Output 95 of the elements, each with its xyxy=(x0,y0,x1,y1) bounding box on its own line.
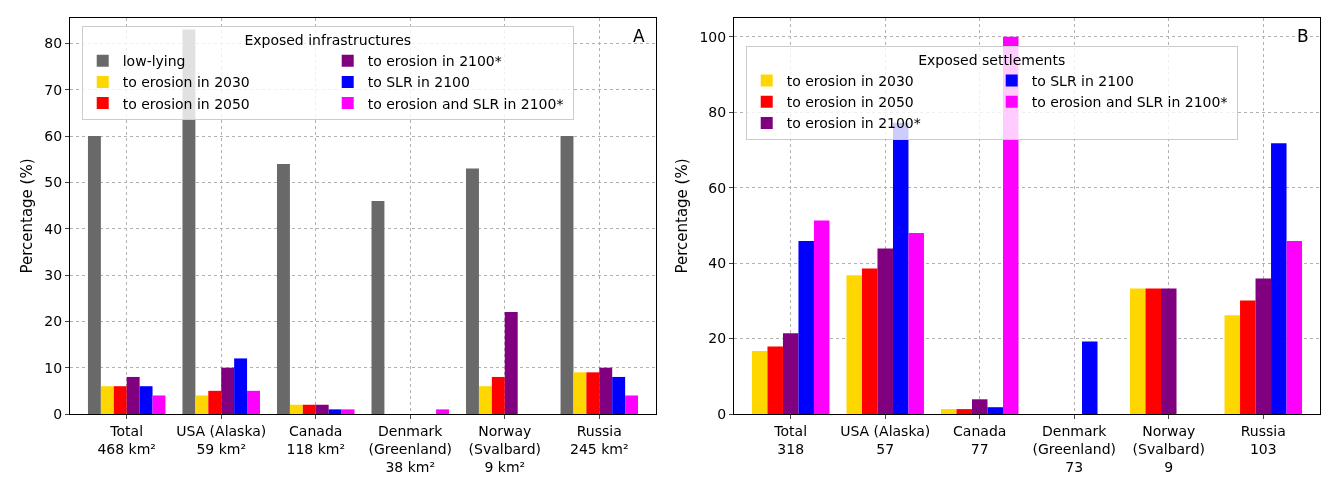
bar xyxy=(289,404,303,414)
y-tick-label: 20 xyxy=(708,330,727,347)
bar xyxy=(1224,315,1241,414)
legend-label: low-lying xyxy=(122,53,186,70)
bar xyxy=(195,395,209,414)
x-tick-label: USA (Alaska) 59 km² xyxy=(176,422,267,457)
bar xyxy=(940,409,957,414)
bar xyxy=(1271,143,1287,414)
x-tick-label: Canada 77 xyxy=(953,422,1007,457)
bar xyxy=(798,240,814,414)
y-axis-title: Percentage (%) xyxy=(17,158,36,274)
bar xyxy=(612,376,626,414)
y-tick-label: 30 xyxy=(44,266,63,283)
y-tick-label: 20 xyxy=(44,313,63,330)
x-tick-label: USA (Alaska) 57 xyxy=(840,422,931,457)
bar xyxy=(100,386,114,414)
bar xyxy=(302,404,316,414)
bar xyxy=(1130,288,1146,414)
y-tick-label: 0 xyxy=(53,405,63,422)
bar xyxy=(328,409,342,414)
bar xyxy=(152,395,166,414)
legend-label: to SLR in 2100 xyxy=(1031,72,1134,89)
bar xyxy=(625,395,639,414)
legend-title: Exposed infrastructures xyxy=(244,32,412,49)
bar xyxy=(247,390,260,414)
legend-label: to erosion and SLR in 2100* xyxy=(1031,94,1228,111)
bar xyxy=(234,358,248,414)
y-tick-label: 60 xyxy=(708,179,727,196)
bar xyxy=(87,136,101,414)
legend-label: to erosion in 2100* xyxy=(367,53,502,70)
y-tick-label: 40 xyxy=(708,255,727,272)
bar xyxy=(276,163,290,414)
x-tick-label: Canada 118 km² xyxy=(286,422,346,457)
y-tick-label: 70 xyxy=(44,81,63,98)
annotation: B xyxy=(1297,26,1309,46)
bar xyxy=(126,376,140,414)
y-tick-label: 60 xyxy=(44,128,63,145)
bar xyxy=(504,312,518,414)
bar xyxy=(846,275,862,414)
bar xyxy=(113,386,127,414)
legend-label: to erosion in 2030 xyxy=(786,72,914,89)
legend-label: to erosion in 2100* xyxy=(786,115,921,132)
annotation: A xyxy=(633,26,645,46)
bar xyxy=(1145,288,1162,414)
bar xyxy=(1286,240,1303,414)
y-tick-label: 50 xyxy=(44,174,63,191)
bar xyxy=(315,404,329,414)
bar xyxy=(573,372,587,414)
y-tick-label: 100 xyxy=(699,28,727,45)
bar xyxy=(1255,278,1272,414)
x-tick-label: Norway (Svalbard) 9 xyxy=(1132,422,1205,476)
bar xyxy=(956,409,972,414)
bar xyxy=(782,333,799,414)
y-tick-label: 80 xyxy=(708,104,727,121)
bar xyxy=(466,168,479,414)
x-tick-label: Russia 103 xyxy=(1240,422,1286,457)
bar xyxy=(221,367,235,414)
bar xyxy=(861,268,878,414)
bar xyxy=(436,409,450,414)
y-tick-label: 40 xyxy=(44,220,63,237)
bar xyxy=(586,372,600,414)
bar xyxy=(1161,288,1177,414)
legend-label: to erosion and SLR in 2100* xyxy=(367,95,564,112)
bar xyxy=(813,220,830,414)
bar xyxy=(208,390,222,414)
bar xyxy=(599,367,613,414)
bar xyxy=(371,200,385,414)
legend-label: to erosion in 2050 xyxy=(786,94,914,111)
legend-label: to erosion in 2050 xyxy=(122,95,250,112)
y-tick-label: 0 xyxy=(717,405,727,422)
x-tick-label: Russia 245 km² xyxy=(570,422,629,457)
bar xyxy=(478,386,492,414)
legend-label: to SLR in 2100 xyxy=(367,74,470,91)
y-tick-label: 80 xyxy=(44,35,63,52)
bar xyxy=(560,136,574,414)
y-axis-title: Percentage (%) xyxy=(672,158,691,274)
x-tick-label: Norway (Svalbard) 9 km² xyxy=(468,422,541,476)
bar xyxy=(491,376,505,414)
x-tick-label: Denmark (Greenland) 73 xyxy=(1032,422,1117,476)
bar xyxy=(877,248,893,414)
bar xyxy=(139,386,153,414)
y-tick-label: 10 xyxy=(44,359,63,376)
bar xyxy=(1082,341,1098,414)
bar xyxy=(767,346,783,414)
legend-label: to erosion in 2030 xyxy=(122,74,250,91)
x-tick-label: Total 318 xyxy=(773,422,808,457)
bar xyxy=(908,232,924,414)
x-tick-label: Denmark (Greenland) 38 km² xyxy=(368,422,453,476)
bar xyxy=(971,399,988,414)
bar xyxy=(341,409,355,414)
x-tick-label: Total 468 km² xyxy=(97,422,156,457)
legend-title: Exposed settlements xyxy=(918,51,1066,68)
bar xyxy=(751,351,768,414)
bar xyxy=(987,407,1003,414)
bar xyxy=(1240,300,1256,414)
